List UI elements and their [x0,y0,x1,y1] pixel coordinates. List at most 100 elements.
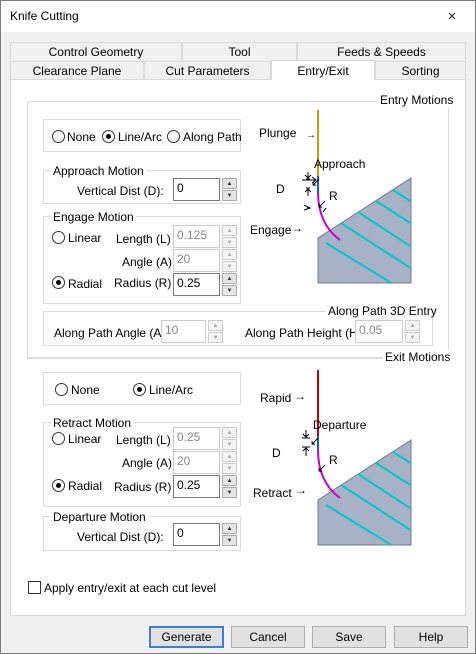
spin-up-icon[interactable]: ▲ [222,523,237,534]
engage-motion-title: Engage Motion [51,210,136,224]
exit-line-arc-radio[interactable] [133,383,146,396]
entry-none-radio[interactable] [52,130,65,143]
tab-row-front: Clearance Plane Cut Parameters Entry/Exi… [10,60,466,80]
help-button[interactable]: Help [394,626,468,648]
spin-down-icon[interactable]: ▼ [222,261,237,272]
close-icon[interactable]: × [447,8,457,25]
spin-down-icon[interactable]: ▼ [405,332,420,343]
spin-up-icon[interactable]: ▲ [208,320,223,331]
tab-sorting[interactable]: Sorting [375,61,466,80]
spin-up-icon[interactable]: ▲ [222,249,237,260]
diagram-d-label: D [272,446,281,460]
apply-each-level-checkbox[interactable] [28,581,41,594]
departure-motion-title: Departure Motion [51,510,148,524]
exit-none-label: None [71,383,100,397]
retract-length-label: Length (L) [116,433,171,447]
exit-line-arc-label: Line/Arc [149,383,194,397]
retract-linear-radio[interactable] [52,432,65,445]
entry-line-arc-radio[interactable] [102,130,115,143]
arrow-right-icon: → [294,389,306,403]
arrow-right-icon: → [295,483,307,497]
material-block [317,177,412,284]
departure-vertical-value[interactable]: 0 [173,523,220,546]
spin-up-icon[interactable]: ▲ [222,273,237,284]
entry-line-arc-label: Line/Arc [118,130,163,144]
spin-up-icon[interactable]: ▲ [405,320,420,331]
tab-clearance-plane[interactable]: Clearance Plane [10,61,144,80]
arrow-right-icon: → [291,221,303,235]
approach-vertical-value[interactable]: 0 [173,178,220,201]
engage-angle-label: Angle (A) [122,255,173,269]
spin-up-icon[interactable]: ▲ [222,225,237,236]
arrow-down-icon: ↙ [311,175,322,189]
engage-arc [317,191,341,241]
retract-radius-label: Radius (R) [114,480,172,494]
retract-radius-input[interactable]: 0.25 ▲ ▼ [173,475,237,498]
diagram-retract-label: Retract [253,486,292,500]
engage-motion-group [43,216,241,304]
diagram-r-label: R [329,189,338,203]
exit-none-radio[interactable] [55,383,68,396]
spin-up-icon[interactable]: ▲ [222,475,237,486]
engage-radius-input[interactable]: 0.25 ▲ ▼ [173,273,237,296]
diagram-r-label: R [329,453,338,467]
tab-entry-exit[interactable]: Entry/Exit [271,60,375,80]
engage-angle-input[interactable]: 20 ▲ ▼ [173,249,237,272]
spin-down-icon[interactable]: ▼ [222,463,237,474]
diagram-engage-label: Engage [250,223,292,237]
tab-cut-parameters[interactable]: Cut Parameters [144,61,271,80]
engage-linear-radio[interactable] [52,231,65,244]
retract-length-input[interactable]: 0.25 ▲ ▼ [173,427,237,450]
retract-motion-title: Retract Motion [51,416,134,430]
retract-radial-radio[interactable] [52,479,65,492]
retract-length-value[interactable]: 0.25 [173,427,220,450]
engage-length-label: Length (L) [116,232,171,246]
retract-radius-value[interactable]: 0.25 [173,475,220,498]
along-path-angle-value[interactable]: 10 [161,320,206,343]
save-button[interactable]: Save [312,626,386,648]
entry-options-box [43,119,241,152]
spin-up-icon[interactable]: ▲ [222,451,237,462]
spin-up-icon[interactable]: ▲ [222,427,237,438]
spin-down-icon[interactable]: ▼ [222,487,237,498]
exit-motions-title: Exit Motions [383,350,453,364]
material-hatch [325,440,411,545]
entry-exit-panel: Entry Motions None Line/Arc Along Path A… [10,79,466,616]
spin-down-icon[interactable]: ▼ [222,535,237,546]
arrow-right-icon: → [306,130,316,141]
entry-motions-title: Entry Motions [378,93,456,107]
engage-radius-value[interactable]: 0.25 [173,273,220,296]
retract-angle-input[interactable]: 20 ▲ ▼ [173,451,237,474]
spin-down-icon[interactable]: ▼ [222,237,237,248]
retract-angle-value[interactable]: 20 [173,451,220,474]
engage-radial-radio[interactable] [52,276,65,289]
generate-button[interactable]: Generate [149,626,224,648]
material-hatch [325,178,411,283]
engage-length-input[interactable]: 0.125 ▲ ▼ [173,225,237,248]
retract-linear-label: Linear [68,432,102,446]
tab-row-back: Control Geometry Tool Feeds & Speeds [10,42,466,60]
spin-down-icon[interactable]: ▼ [208,332,223,343]
entry-along-path-radio[interactable] [167,130,180,143]
diagram-plunge-label: Plunge [259,126,297,140]
along-path-height-input[interactable]: 0.05 ▲ ▼ [355,320,420,343]
along-path-angle-input[interactable]: 10 ▲ ▼ [161,320,223,343]
departure-vertical-input[interactable]: 0 ▲ ▼ [173,523,237,546]
spin-down-icon[interactable]: ▼ [222,285,237,296]
spin-down-icon[interactable]: ▼ [222,439,237,450]
entry-motions-group [27,101,449,358]
spin-down-icon[interactable]: ▼ [222,190,237,201]
spin-up-icon[interactable]: ▲ [222,178,237,189]
engage-angle-value[interactable]: 20 [173,249,220,272]
engage-length-value[interactable]: 0.125 [173,225,220,248]
tab-tool[interactable]: Tool [182,42,297,60]
exit-options-box [43,372,241,405]
window-title: Knife Cutting [10,9,79,23]
cancel-button[interactable]: Cancel [231,626,305,648]
departure-vertical-label: Vertical Dist (D): [77,530,164,544]
along-path-height-value[interactable]: 0.05 [355,320,403,343]
approach-vertical-input[interactable]: 0 ▲ ▼ [173,178,237,201]
tab-feeds-speeds[interactable]: Feeds & Speeds [297,42,466,60]
retract-arc [317,449,341,499]
tab-control-geometry[interactable]: Control Geometry [10,42,182,60]
